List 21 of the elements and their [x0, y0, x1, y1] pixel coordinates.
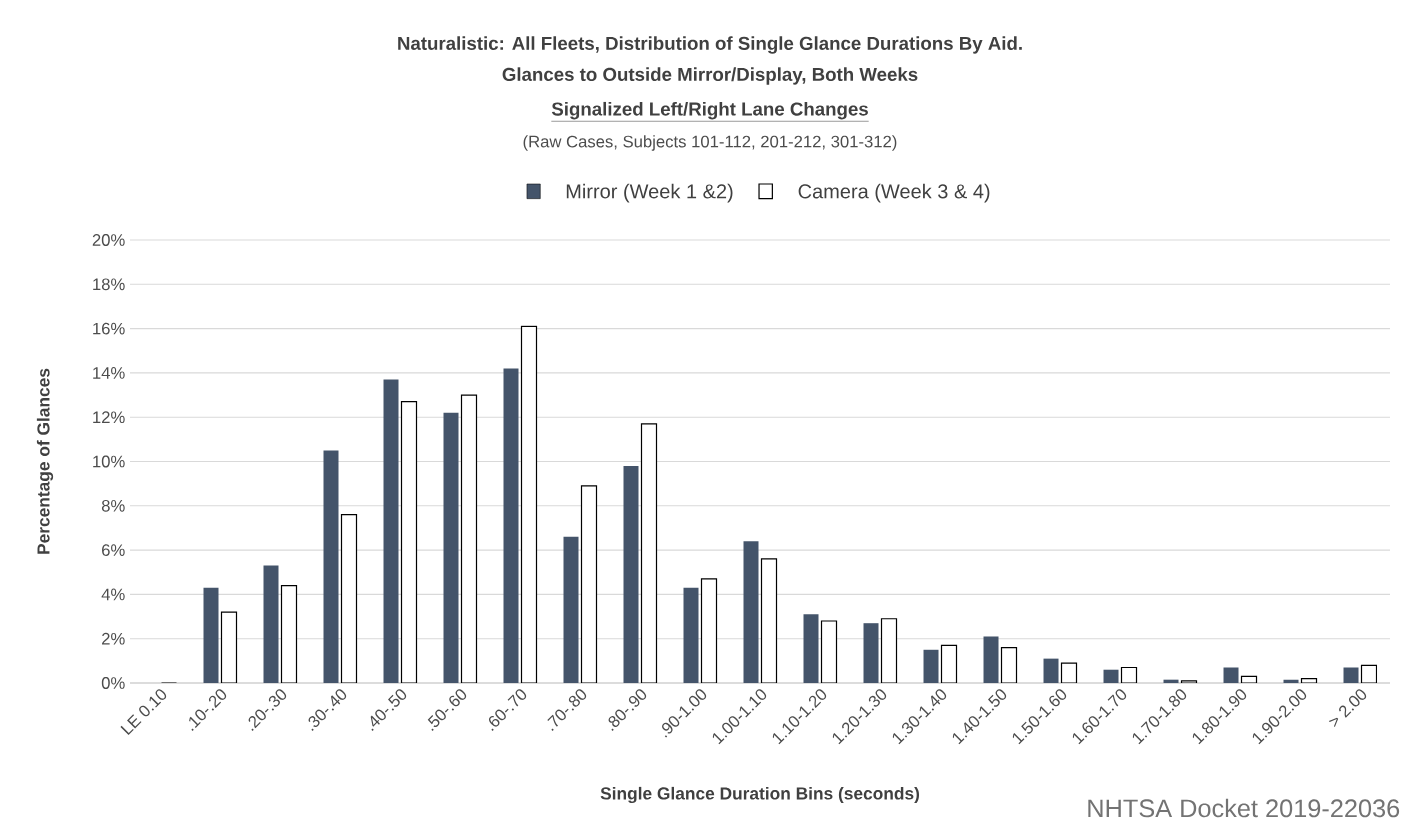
legend-label: Mirror (Week 1 &2) [566, 183, 733, 203]
y-tick-label: 6% [102, 544, 125, 557]
text: NHTSA Docket 2019-22036 [1088, 798, 1400, 818]
y-tick-label: 2% [102, 632, 125, 645]
y-tick-label: 18% [93, 278, 125, 291]
y-tick-label: 20% [92, 234, 125, 246]
text: (Raw Cases, Subjects 101-112, 201-212, 301-312) [523, 135, 897, 151]
y-tick-label: 8% [101, 499, 125, 512]
text: Signalized Left/Right Lane Changes [551, 101, 868, 120]
y-tick-label: 4% [101, 588, 125, 601]
y-tick-label: 10% [93, 455, 125, 468]
y-axis-title: Percentage of Glances [36, 368, 54, 554]
chart-title: Naturalistic: All Fleets, Distribution of Single Glance Durations By Aid. [398, 36, 1022, 54]
y-tick-label: 14% [93, 367, 125, 379]
x-tick-label: LE 0.10 [120, 689, 167, 736]
x-axis-title: Single Glance Duration Bins (seconds) [600, 786, 920, 804]
y-tick-label: 12% [93, 411, 125, 424]
y-tick-label: 16% [93, 322, 125, 335]
chart-subtitle: Glances to Outside Mirror/Display, Both Weeks [502, 67, 918, 85]
legend-label: Camera (Week 3 & 4) [798, 183, 990, 203]
y-tick-label: 0% [101, 677, 125, 689]
